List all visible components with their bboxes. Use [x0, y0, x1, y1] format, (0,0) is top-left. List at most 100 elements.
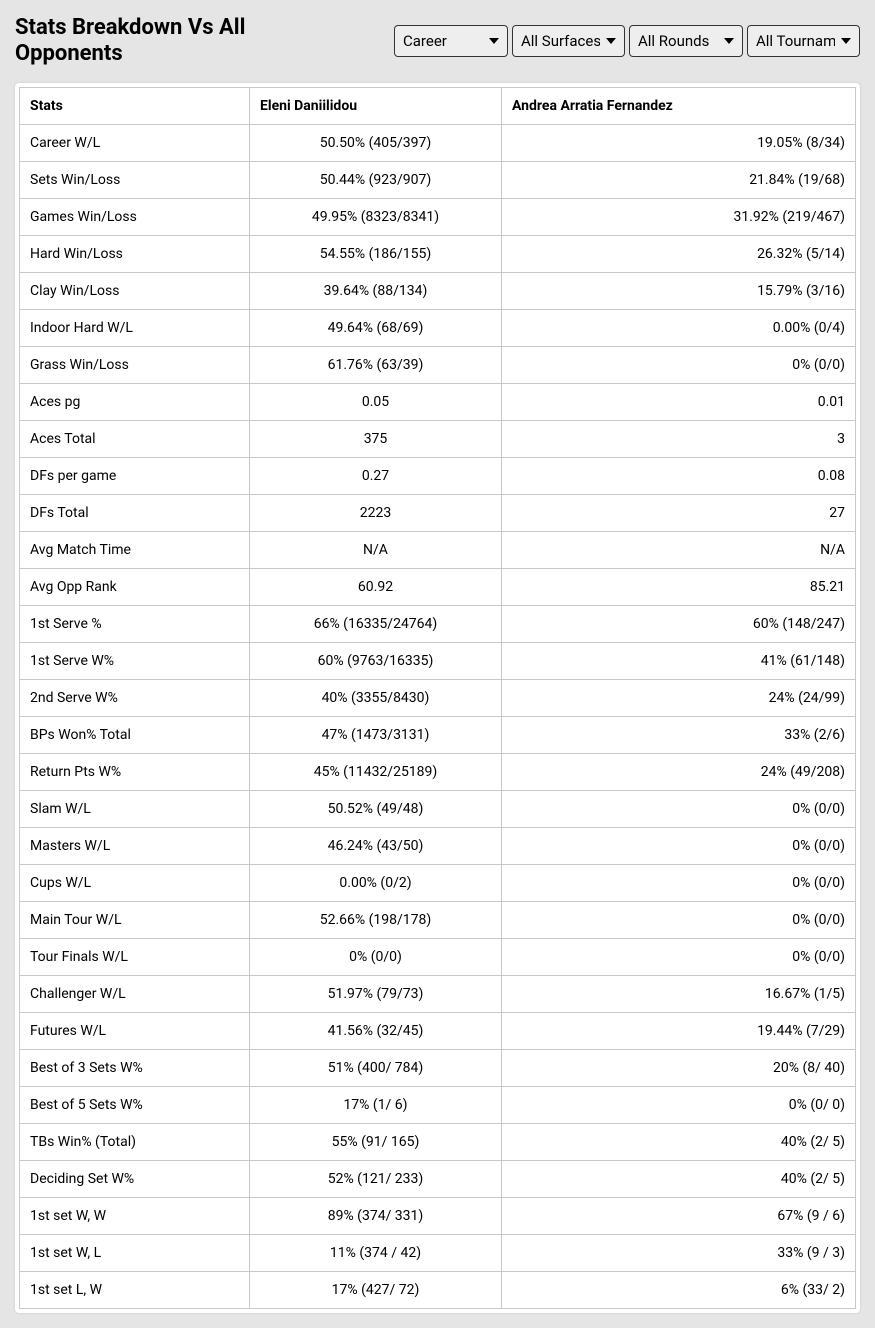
table-row: TBs Win% (Total)55% (91/ 165)40% (2/ 5): [20, 1123, 856, 1160]
stat-value-player2: 20% (8/ 40): [502, 1049, 856, 1086]
table-row: Aces Total3753: [20, 420, 856, 457]
filter-surface[interactable]: All Surfaces: [512, 25, 625, 57]
stats-table-container: Stats Eleni Daniilidou Andrea Arratia Fe…: [15, 83, 860, 1313]
stat-label: 1st Serve W%: [20, 642, 250, 679]
stat-value-player1: 54.55% (186/155): [250, 235, 502, 272]
stat-value-player2: 85.21: [502, 568, 856, 605]
stat-value-player2: 33% (9 / 3): [502, 1234, 856, 1271]
stat-label: Challenger W/L: [20, 975, 250, 1012]
table-row: Futures W/L41.56% (32/45)19.44% (7/29): [20, 1012, 856, 1049]
stat-value-player1: 50.52% (49/48): [250, 790, 502, 827]
stat-value-player1: 49.64% (68/69): [250, 309, 502, 346]
stat-value-player1: 52.66% (198/178): [250, 901, 502, 938]
stat-value-player2: 0% (0/0): [502, 864, 856, 901]
table-row: Avg Opp Rank60.9285.21: [20, 568, 856, 605]
table-row: Grass Win/Loss61.76% (63/39)0% (0/0): [20, 346, 856, 383]
table-row: 1st set W, W89% (374/ 331)67% (9 / 6): [20, 1197, 856, 1234]
stat-value-player2: 6% (33/ 2): [502, 1271, 856, 1308]
table-row: Aces pg0.050.01: [20, 383, 856, 420]
stat-label: Slam W/L: [20, 790, 250, 827]
stat-value-player2: 0.08: [502, 457, 856, 494]
stat-value-player1: 0.27: [250, 457, 502, 494]
table-row: Return Pts W%45% (11432/25189)24% (49/20…: [20, 753, 856, 790]
stat-value-player2: 0% (0/0): [502, 827, 856, 864]
stat-value-player1: 51.97% (79/73): [250, 975, 502, 1012]
column-header-player2: Andrea Arratia Fernandez: [502, 87, 856, 124]
table-row: 1st Serve W%60% (9763/16335)41% (61/148): [20, 642, 856, 679]
stat-value-player2: 19.44% (7/29): [502, 1012, 856, 1049]
stat-value-player1: 60% (9763/16335): [250, 642, 502, 679]
stat-value-player2: 27: [502, 494, 856, 531]
stat-label: Avg Match Time: [20, 531, 250, 568]
stat-label: Hard Win/Loss: [20, 235, 250, 272]
stat-label: Sets Win/Loss: [20, 161, 250, 198]
stat-value-player1: 49.95% (8323/8341): [250, 198, 502, 235]
stat-value-player1: 2223: [250, 494, 502, 531]
stat-label: Aces Total: [20, 420, 250, 457]
stat-value-player1: 375: [250, 420, 502, 457]
stat-value-player2: 19.05% (8/34): [502, 124, 856, 161]
column-header-stats: Stats: [20, 87, 250, 124]
stat-value-player2: 40% (2/ 5): [502, 1123, 856, 1160]
table-row: BPs Won% Total47% (1473/3131)33% (2/6): [20, 716, 856, 753]
stat-value-player1: 61.76% (63/39): [250, 346, 502, 383]
stat-label: DFs Total: [20, 494, 250, 531]
stat-value-player1: 89% (374/ 331): [250, 1197, 502, 1234]
page-header: Stats Breakdown Vs All Opponents Career …: [15, 15, 860, 68]
stat-label: 1st Serve %: [20, 605, 250, 642]
stat-label: Best of 3 Sets W%: [20, 1049, 250, 1086]
stat-label: Futures W/L: [20, 1012, 250, 1049]
stat-value-player2: N/A: [502, 531, 856, 568]
stat-value-player1: 47% (1473/3131): [250, 716, 502, 753]
stat-value-player2: 41% (61/148): [502, 642, 856, 679]
table-row: Best of 5 Sets W%17% (1/ 6)0% (0/ 0): [20, 1086, 856, 1123]
stat-label: TBs Win% (Total): [20, 1123, 250, 1160]
stat-value-player2: 24% (49/208): [502, 753, 856, 790]
stat-label: 2nd Serve W%: [20, 679, 250, 716]
stat-value-player1: 66% (16335/24764): [250, 605, 502, 642]
stat-value-player2: 0% (0/0): [502, 346, 856, 383]
stat-value-player1: 46.24% (43/50): [250, 827, 502, 864]
table-row: Deciding Set W%52% (121/ 233)40% (2/ 5): [20, 1160, 856, 1197]
table-row: Avg Match TimeN/AN/A: [20, 531, 856, 568]
stat-label: Aces pg: [20, 383, 250, 420]
stats-table-body: Career W/L50.50% (405/397)19.05% (8/34)S…: [20, 124, 856, 1308]
stat-label: Best of 5 Sets W%: [20, 1086, 250, 1123]
stat-value-player2: 0% (0/0): [502, 901, 856, 938]
table-row: Hard Win/Loss54.55% (186/155)26.32% (5/1…: [20, 235, 856, 272]
stat-label: Tour Finals W/L: [20, 938, 250, 975]
table-row: 1st Serve %66% (16335/24764)60% (148/247…: [20, 605, 856, 642]
stat-label: DFs per game: [20, 457, 250, 494]
stat-value-player2: 24% (24/99): [502, 679, 856, 716]
column-header-player1: Eleni Daniilidou: [250, 87, 502, 124]
stat-value-player1: 52% (121/ 233): [250, 1160, 502, 1197]
stat-value-player2: 0.01: [502, 383, 856, 420]
stat-label: Return Pts W%: [20, 753, 250, 790]
table-row: 2nd Serve W%40% (3355/8430)24% (24/99): [20, 679, 856, 716]
table-row: Main Tour W/L52.66% (198/178)0% (0/0): [20, 901, 856, 938]
stat-value-player1: 40% (3355/8430): [250, 679, 502, 716]
stat-value-player2: 67% (9 / 6): [502, 1197, 856, 1234]
stat-value-player1: 39.64% (88/134): [250, 272, 502, 309]
stat-label: Clay Win/Loss: [20, 272, 250, 309]
table-header-row: Stats Eleni Daniilidou Andrea Arratia Fe…: [20, 87, 856, 124]
stat-value-player1: 11% (374 / 42): [250, 1234, 502, 1271]
stat-label: Grass Win/Loss: [20, 346, 250, 383]
table-row: DFs per game0.270.08: [20, 457, 856, 494]
page-title: Stats Breakdown Vs All Opponents: [15, 15, 295, 68]
stat-value-player2: 31.92% (219/467): [502, 198, 856, 235]
stat-value-player2: 26.32% (5/14): [502, 235, 856, 272]
stat-value-player2: 60% (148/247): [502, 605, 856, 642]
stat-label: Indoor Hard W/L: [20, 309, 250, 346]
table-row: Indoor Hard W/L49.64% (68/69)0.00% (0/4): [20, 309, 856, 346]
table-row: Tour Finals W/L0% (0/0)0% (0/0): [20, 938, 856, 975]
filter-career[interactable]: Career: [394, 25, 508, 57]
stat-value-player2: 3: [502, 420, 856, 457]
filter-rounds[interactable]: All Rounds: [629, 25, 743, 57]
stat-value-player2: 16.67% (1/5): [502, 975, 856, 1012]
filter-tournaments[interactable]: All Tournaments: [747, 25, 860, 57]
stat-label: Games Win/Loss: [20, 198, 250, 235]
stat-value-player1: 55% (91/ 165): [250, 1123, 502, 1160]
stat-label: Deciding Set W%: [20, 1160, 250, 1197]
stat-value-player1: 17% (427/ 72): [250, 1271, 502, 1308]
